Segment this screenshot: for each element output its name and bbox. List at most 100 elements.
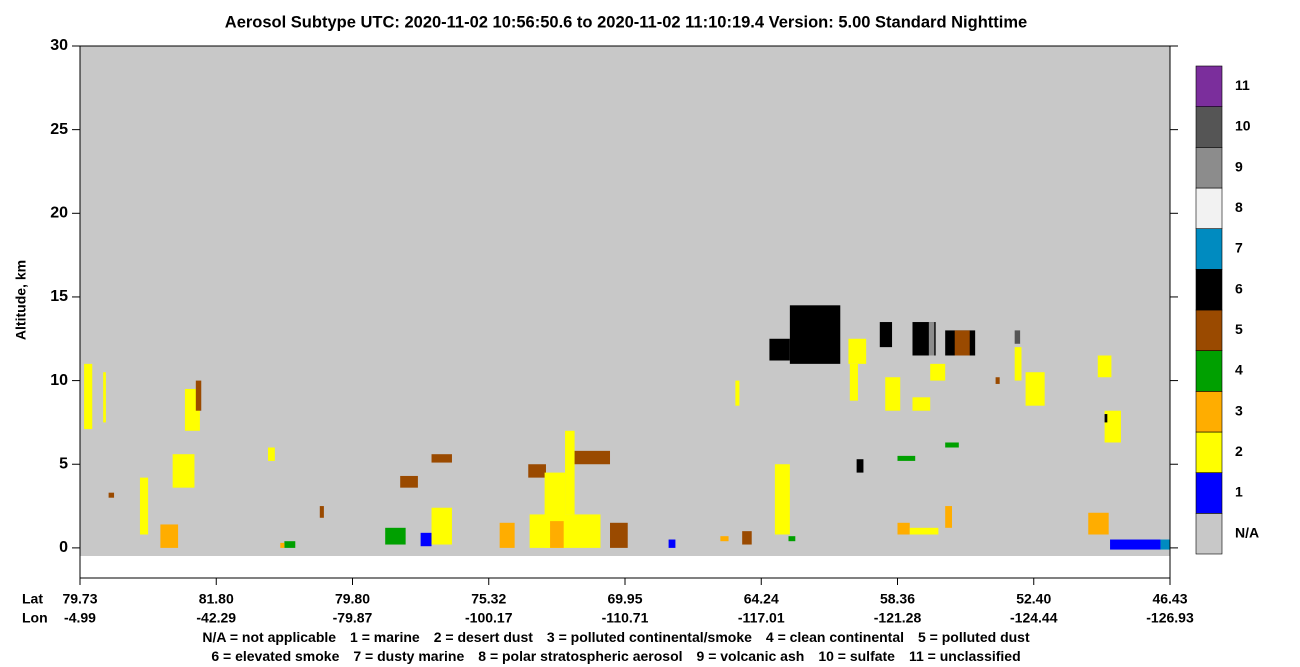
- x-tick-label-lon: -79.87: [333, 610, 373, 626]
- aerosol-feature: [848, 338, 867, 364]
- legend-item: 5 = polluted dust: [918, 629, 1030, 645]
- aerosol-feature: [1110, 539, 1161, 550]
- x-tick-label-lon: -42.29: [196, 610, 236, 626]
- aerosol-feature: [139, 477, 149, 535]
- aerosol-feature: [1025, 372, 1045, 406]
- x-tick-label: 46.43: [1152, 591, 1187, 607]
- aerosol-feature: [1014, 330, 1021, 344]
- aerosol-feature: [954, 330, 970, 356]
- aerosol-feature: [1104, 410, 1121, 443]
- lat-label: Lat: [22, 591, 43, 607]
- colorbar-label: 4: [1235, 362, 1243, 378]
- colorbar-swatch: [1195, 431, 1223, 473]
- aerosol-feature: [742, 531, 752, 545]
- colorbar-label: 6: [1235, 280, 1243, 296]
- legend-item: 3 = polluted continental/smoke: [547, 629, 752, 645]
- legend-item: 6 = elevated smoke: [211, 648, 339, 664]
- colorbar-label: 11: [1235, 77, 1250, 93]
- colorbar-label: 8: [1235, 199, 1243, 215]
- x-tick-label: 79.80: [335, 591, 370, 607]
- aerosol-feature: [909, 527, 939, 535]
- colorbar-label: 9: [1235, 158, 1243, 174]
- y-tick-label: 15: [50, 288, 68, 305]
- y-tick-label: 5: [59, 455, 68, 472]
- aerosol-feature: [1104, 414, 1108, 423]
- x-tick-label: 64.24: [744, 591, 779, 607]
- x-tick-label: 52.40: [1016, 591, 1051, 607]
- aerosol-feature: [565, 430, 575, 515]
- colorbar-swatch: [1195, 269, 1223, 311]
- legend-row: 6 = elevated smoke 7 = dusty marine 8 = po…: [211, 648, 1020, 664]
- x-tick-label: 75.32: [471, 591, 506, 607]
- aerosol-feature: [930, 363, 946, 381]
- aerosol-feature: [103, 372, 106, 423]
- aerosol-feature: [431, 454, 452, 463]
- aerosol-feature: [108, 492, 115, 498]
- colorbar-label: 3: [1235, 402, 1243, 418]
- colorbar-swatch: [1195, 513, 1223, 555]
- aerosol-feature: [1097, 355, 1112, 378]
- colorbar-swatch: [1195, 187, 1223, 229]
- aerosol-feature: [160, 524, 179, 548]
- aerosol-feature: [499, 522, 515, 548]
- aerosol-feature: [856, 459, 864, 473]
- x-tick-label: 58.36: [880, 591, 915, 607]
- aerosol-feature: [945, 442, 959, 448]
- colorbar-swatch: [1195, 472, 1223, 514]
- x-tick-label: 79.73: [62, 591, 97, 607]
- aerosol-feature: [268, 447, 275, 461]
- x-tick-label-lon: -124.44: [1010, 610, 1058, 626]
- y-axis-label: Altitude, km: [13, 260, 29, 340]
- aerosol-feature: [897, 522, 910, 535]
- legend-item: 9 = volcanic ash: [697, 648, 805, 664]
- aerosol-feature: [1160, 539, 1170, 550]
- legend-item: 4 = clean continental: [766, 629, 904, 645]
- colorbar-label: 1: [1235, 484, 1243, 500]
- colorbar-swatch: [1195, 65, 1223, 107]
- aerosol-feature: [849, 363, 858, 401]
- colorbar-label: 10: [1235, 118, 1251, 134]
- aerosol-feature: [885, 377, 901, 411]
- aerosol-feature: [280, 542, 285, 548]
- aerosol-feature: [1014, 347, 1022, 381]
- aerosol-feature: [574, 450, 611, 465]
- aerosol-feature: [668, 539, 676, 548]
- legend-item: 11 = unclassified: [909, 648, 1021, 664]
- aerosol-feature: [172, 454, 195, 488]
- colorbar-swatch: [1195, 350, 1223, 392]
- aerosol-feature: [912, 397, 931, 411]
- colorbar-label: 5: [1235, 321, 1243, 337]
- aerosol-feature: [789, 305, 841, 364]
- aerosol-feature: [431, 507, 452, 545]
- x-tick-label-lon: -110.71: [602, 610, 649, 626]
- plot-background: [80, 46, 1170, 556]
- aerosol-feature: [774, 464, 790, 535]
- aerosol-feature: [420, 532, 432, 547]
- lon-label: Lon: [22, 610, 48, 626]
- x-tick-label-lon: -4.99: [64, 610, 96, 626]
- legend-item: N/A = not applicable: [202, 629, 336, 645]
- aerosol-feature: [400, 475, 418, 488]
- legend-row: N/A = not applicable 1 = marine 2 = desert…: [202, 629, 1030, 645]
- legend-item: 7 = dusty marine: [353, 648, 464, 664]
- aerosol-feature: [995, 377, 1000, 384]
- y-tick-label: 30: [50, 37, 68, 54]
- x-tick-label-lon: -126.93: [1146, 610, 1194, 626]
- colorbar-label: 7: [1235, 240, 1243, 256]
- legend-item: 10 = sulfate: [818, 648, 895, 664]
- aerosol-feature: [897, 455, 916, 461]
- x-tick-label-lon: -100.17: [465, 610, 513, 626]
- legend-item: 2 = desert dust: [434, 629, 534, 645]
- y-tick-label: 10: [50, 372, 68, 389]
- aerosol-feature: [385, 527, 406, 545]
- legend-item: 8 = polar stratospheric aerosol: [478, 648, 682, 664]
- aerosol-feature: [879, 322, 893, 348]
- aerosol-feature: [928, 322, 935, 356]
- x-tick-label-lon: -121.28: [874, 610, 922, 626]
- y-tick-label: 20: [50, 205, 68, 222]
- y-tick-label: 25: [50, 121, 68, 138]
- colorbar-swatch: [1195, 391, 1223, 433]
- x-tick-label-lon: -117.01: [738, 610, 785, 626]
- colorbar-swatch: [1195, 228, 1223, 270]
